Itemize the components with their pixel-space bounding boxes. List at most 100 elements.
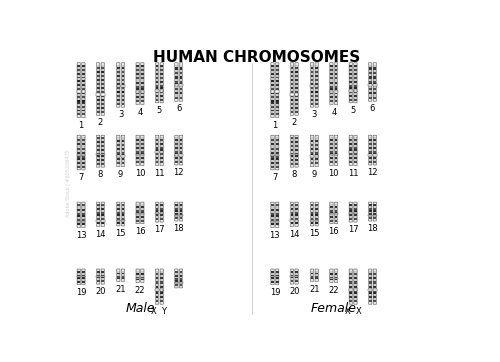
Bar — [82, 83, 85, 84]
Bar — [316, 152, 318, 154]
Bar — [334, 210, 338, 212]
Bar — [97, 145, 100, 147]
Bar — [160, 139, 163, 142]
Bar — [350, 298, 352, 300]
Bar — [310, 220, 314, 222]
Bar — [82, 161, 85, 164]
Bar — [136, 273, 139, 275]
Bar — [334, 222, 338, 223]
Bar — [78, 84, 80, 86]
Bar — [174, 154, 178, 156]
Bar — [122, 87, 124, 89]
Bar — [295, 141, 298, 143]
Bar — [354, 269, 357, 271]
Bar — [276, 69, 278, 71]
Bar — [122, 138, 124, 140]
Bar — [271, 157, 274, 160]
Bar — [102, 75, 104, 77]
Bar — [276, 164, 278, 166]
Bar — [290, 210, 294, 212]
Bar — [160, 142, 163, 143]
Bar — [156, 71, 158, 73]
Bar — [78, 150, 80, 152]
Bar — [310, 210, 314, 212]
Bar — [97, 159, 100, 161]
Bar — [316, 164, 318, 167]
Bar — [374, 202, 376, 204]
Bar — [160, 73, 163, 75]
Bar — [122, 156, 124, 158]
Bar — [97, 269, 100, 271]
Bar — [82, 110, 85, 111]
Bar — [350, 85, 352, 87]
Bar — [295, 145, 298, 147]
Bar — [369, 65, 372, 67]
Bar — [316, 73, 318, 75]
Bar — [369, 286, 372, 288]
Bar — [82, 115, 85, 117]
Bar — [330, 222, 333, 223]
Bar — [316, 69, 318, 71]
Bar — [334, 218, 338, 220]
Bar — [77, 221, 80, 223]
Bar — [271, 273, 274, 275]
Bar — [295, 103, 298, 105]
Bar — [78, 219, 80, 221]
Bar — [117, 160, 119, 162]
Bar — [175, 206, 178, 208]
Bar — [350, 204, 352, 206]
Bar — [136, 150, 139, 151]
Bar — [290, 105, 294, 107]
Bar — [290, 224, 294, 226]
Text: 4: 4 — [331, 108, 336, 117]
Bar — [78, 269, 80, 271]
Bar — [295, 105, 298, 107]
Bar — [316, 87, 318, 89]
Bar — [374, 147, 376, 149]
Bar — [276, 147, 278, 150]
Bar — [369, 300, 372, 302]
Bar — [271, 69, 274, 71]
Bar — [156, 101, 158, 103]
Bar — [295, 202, 298, 204]
Bar — [82, 135, 85, 138]
Bar — [295, 154, 298, 155]
Bar — [117, 214, 119, 216]
Bar — [369, 135, 372, 138]
Bar — [354, 71, 357, 73]
Bar — [117, 224, 119, 226]
Bar — [334, 269, 338, 271]
Bar — [141, 135, 144, 138]
Text: 8: 8 — [292, 170, 297, 179]
Bar — [354, 277, 357, 279]
Bar — [334, 206, 338, 208]
Bar — [316, 206, 318, 208]
Bar — [350, 142, 352, 143]
Bar — [276, 113, 278, 115]
Bar — [78, 90, 80, 92]
Bar — [82, 73, 85, 75]
Bar — [369, 292, 372, 294]
Bar — [141, 150, 144, 151]
Bar — [295, 206, 298, 208]
Bar — [290, 99, 294, 101]
Bar — [78, 152, 80, 153]
Bar — [78, 271, 80, 273]
Bar — [96, 154, 100, 155]
Bar — [374, 282, 376, 283]
Bar — [354, 298, 357, 300]
Bar — [175, 65, 178, 67]
Bar — [122, 103, 124, 105]
Bar — [295, 71, 298, 73]
Bar — [354, 273, 357, 275]
Bar — [78, 215, 80, 217]
Bar — [156, 296, 158, 298]
Bar — [180, 84, 183, 86]
Bar — [102, 161, 104, 163]
Bar — [156, 288, 158, 290]
Bar — [330, 163, 333, 165]
Text: 18: 18 — [174, 224, 184, 233]
Bar — [316, 99, 318, 101]
Bar — [160, 302, 163, 304]
Bar — [271, 63, 274, 65]
